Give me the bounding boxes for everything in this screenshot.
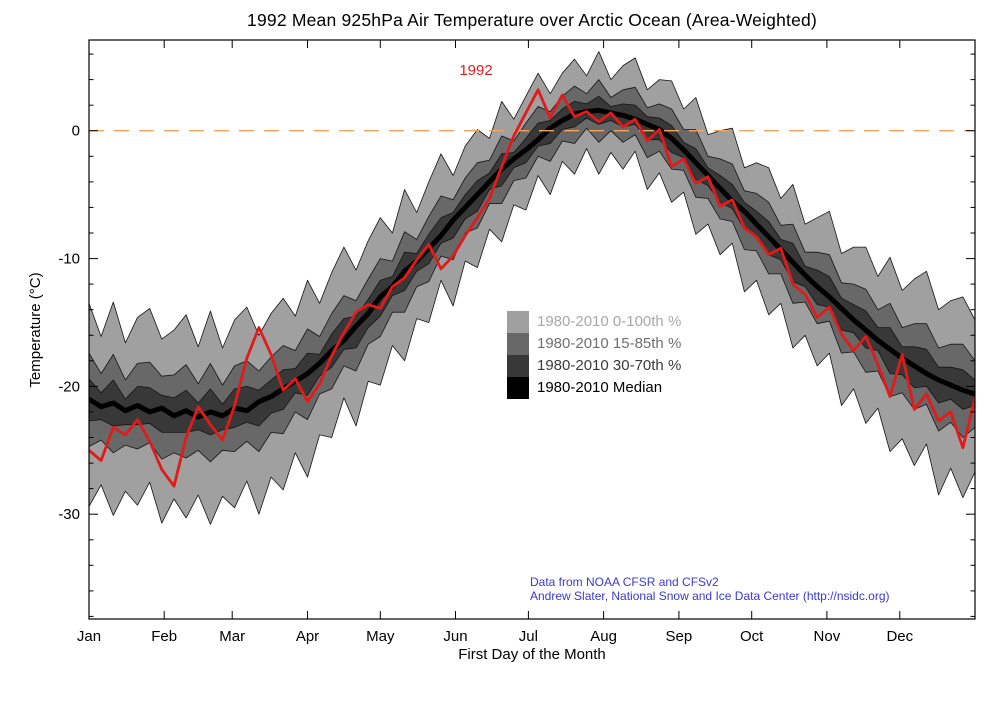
y-axis-label: Temperature (°C) xyxy=(27,272,44,388)
credit-line-2: Andrew Slater, National Snow and Ice Dat… xyxy=(530,589,890,603)
x-tick-label: Jul xyxy=(519,628,538,645)
x-tick-labels: Jan Feb Mar Apr May Jun Jul Aug Sep Oct Nov Dec xyxy=(77,628,914,645)
chart-title: 1992 Mean 925hPa Air Temperature over Ar… xyxy=(247,10,817,30)
legend-item: 1980-2010 15-85th % xyxy=(507,333,681,355)
x-axis-label: First Day of the Month xyxy=(458,646,606,663)
line-1992 xyxy=(89,88,975,488)
x-tick-label: Sep xyxy=(666,628,693,645)
credit-line-1: Data from NOAA CFSR and CFSv2 xyxy=(530,575,719,589)
y-axis-ticks xyxy=(89,53,975,617)
x-tick-label: Mar xyxy=(219,628,245,645)
legend: 1980-2010 0-100th % 1980-2010 15-85th % 19… xyxy=(507,311,681,399)
y-tick-label: -20 xyxy=(58,378,80,395)
legend-label: 1980-2010 15-85th % xyxy=(537,335,682,352)
x-tick-label: Feb xyxy=(151,628,177,645)
x-tick-label: Jun xyxy=(443,628,467,645)
y-tick-label: -30 xyxy=(58,506,80,523)
x-tick-label: Nov xyxy=(814,628,841,645)
credits: Data from NOAA CFSR and CFSv2 Andrew Sla… xyxy=(530,575,890,603)
legend-swatch xyxy=(507,333,529,355)
x-axis-ticks xyxy=(88,40,976,619)
x-tick-label: Aug xyxy=(590,628,617,645)
legend-item: 1980-2010 30-70th % xyxy=(507,355,681,377)
y-tick-label: 0 xyxy=(72,123,80,140)
x-tick-label: Jan xyxy=(77,628,101,645)
median-line xyxy=(89,107,975,420)
percentile-bands xyxy=(89,51,975,525)
legend-item: 1980-2010 0-100th % xyxy=(507,311,681,333)
x-tick-label: Dec xyxy=(886,628,913,645)
y-tick-label: -10 xyxy=(58,251,80,268)
x-tick-label: May xyxy=(366,628,395,645)
legend-label: 1980-2010 0-100th % xyxy=(537,313,682,330)
legend-label: 1980-2010 Median xyxy=(537,379,663,396)
legend-label: 1980-2010 30-70th % xyxy=(537,357,682,374)
x-tick-label: Oct xyxy=(740,628,764,645)
legend-item: 1980-2010 Median xyxy=(507,377,681,399)
legend-swatch xyxy=(507,377,529,399)
x-tick-label: Apr xyxy=(296,628,319,645)
y-tick-labels: 0 -10 -20 -30 xyxy=(58,123,80,524)
legend-swatch xyxy=(507,311,529,333)
legend-swatch xyxy=(507,355,529,377)
series-label-1992: 1992 xyxy=(459,62,493,79)
plot-frame xyxy=(88,39,976,620)
